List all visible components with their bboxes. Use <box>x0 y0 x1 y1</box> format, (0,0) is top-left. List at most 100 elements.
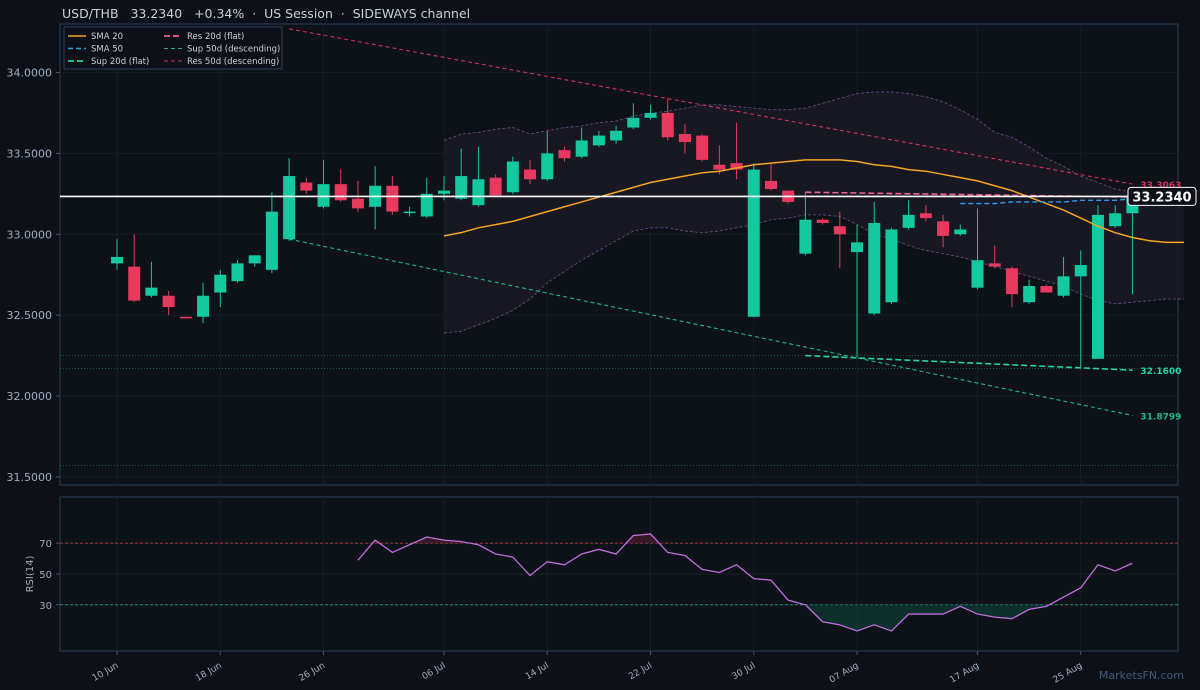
candle-body <box>885 229 898 303</box>
candle-body <box>111 256 123 264</box>
level-value-label: 32.1600 <box>1140 367 1181 377</box>
candle-body <box>437 190 450 194</box>
candle-body <box>214 274 227 293</box>
rsi-y-tick-label: 50 <box>39 570 52 581</box>
candle-body <box>403 211 416 214</box>
x-tick-label: 22 Jul <box>627 661 654 682</box>
candle-body <box>816 219 829 223</box>
y-tick-label: 32.5000 <box>7 309 53 322</box>
bollinger-upper <box>443 91 1185 200</box>
level-value-label: 33.3063 <box>1140 181 1181 191</box>
candle-body <box>902 214 915 228</box>
candle-body <box>592 135 605 146</box>
candle-body <box>351 198 364 209</box>
rsi-overbought-fill <box>626 533 660 544</box>
candle-body <box>420 193 433 217</box>
x-tick-label: 25 Aug <box>1052 661 1085 686</box>
x-tick-label: 06 Jul <box>421 661 448 682</box>
candle-body <box>833 226 846 235</box>
candle-body <box>1074 265 1087 277</box>
candle-body <box>713 164 726 170</box>
candle-body <box>1005 268 1018 295</box>
candle-body <box>472 179 485 206</box>
x-tick-label: 10 Jun <box>91 661 121 684</box>
candle-body <box>937 221 950 236</box>
last-price-label: 33.2340 <box>1132 190 1191 205</box>
candle-body <box>179 316 192 319</box>
bollinger-band <box>443 91 1185 333</box>
candle-body <box>971 260 984 288</box>
level-value-label: 31.8799 <box>1140 412 1181 422</box>
y-tick-label: 34.0000 <box>7 67 53 80</box>
candle-body <box>300 182 313 191</box>
level-line <box>288 238 1133 416</box>
y-tick-label: 32.0000 <box>7 390 53 403</box>
candle-body <box>317 184 330 207</box>
sma50-line <box>960 197 1133 205</box>
candle-body <box>524 169 537 180</box>
candle-body <box>627 117 640 128</box>
x-tick-label: 18 Jun <box>194 661 224 684</box>
candle-body <box>1057 276 1070 296</box>
candle-body <box>231 263 244 282</box>
bollinger-lower <box>443 214 1185 334</box>
y-tick-label: 31.5000 <box>7 471 53 484</box>
candle-body <box>1040 286 1053 293</box>
candle-body <box>678 133 691 143</box>
rsi-line <box>357 533 1133 632</box>
candle-body <box>1091 214 1104 359</box>
candle-body <box>730 163 743 170</box>
candle-body <box>162 295 175 308</box>
candle-body <box>265 211 278 270</box>
legend-label: Res 20d (flat) <box>187 32 244 42</box>
candle-body <box>283 176 296 240</box>
candle-body <box>868 222 881 314</box>
legend-label: SMA 20 <box>91 32 123 42</box>
chart-header: USD/THB 33.2340 +0.34% · US Session · SI… <box>62 6 471 21</box>
x-tick-label: 26 Jun <box>297 661 327 684</box>
x-tick-label: 14 Jul <box>524 661 551 682</box>
candle-body <box>696 135 709 160</box>
candle-body <box>558 150 571 159</box>
candle-body <box>1109 213 1122 227</box>
x-tick-label: 30 Jul <box>730 661 757 682</box>
candle-body <box>248 255 261 264</box>
candle-body <box>197 295 210 317</box>
candle-body <box>644 112 657 118</box>
rsi-y-tick-label: 30 <box>39 601 52 612</box>
candle-body <box>334 184 347 201</box>
rsi-oversold-fill <box>805 604 1050 631</box>
legend-label: Sup 50d (descending) <box>187 45 280 55</box>
candle-body <box>764 180 777 189</box>
x-tick-label: 07 Aug <box>828 661 861 686</box>
candle-body <box>610 130 623 141</box>
candle-body <box>386 185 399 212</box>
candle-body <box>575 140 588 157</box>
x-tick-label: 17 Aug <box>948 661 981 686</box>
y-tick-label: 33.5000 <box>7 147 53 160</box>
candle-body <box>128 266 141 301</box>
legend-label: Sup 20d (flat) <box>91 57 149 67</box>
candle-body <box>489 177 502 196</box>
candle-body <box>661 112 674 138</box>
legend: SMA 20 SMA 50 Sup 20d (flat) Res 20d (flat)… <box>63 26 283 70</box>
rsi-axis-label: RSI(14) <box>25 556 36 593</box>
candle-body <box>799 219 812 254</box>
legend-label: Res 50d (descending) <box>187 57 279 67</box>
candle-body <box>1023 286 1036 303</box>
sma20-line <box>443 159 1185 244</box>
brand-watermark: MarketsFN.com <box>1098 669 1184 682</box>
last-price-box <box>1127 186 1197 206</box>
legend-label: SMA 50 <box>91 45 123 55</box>
level-line <box>289 28 1133 185</box>
candle-body <box>541 153 554 180</box>
rsi-y-tick-label: 70 <box>39 539 52 550</box>
candle-body <box>747 169 760 317</box>
candle-body <box>919 213 932 219</box>
candle-body <box>145 287 158 296</box>
candle-body <box>988 263 1001 267</box>
candle-body <box>851 242 864 253</box>
candle-body <box>506 161 519 193</box>
y-tick-label: 33.0000 <box>7 228 53 241</box>
